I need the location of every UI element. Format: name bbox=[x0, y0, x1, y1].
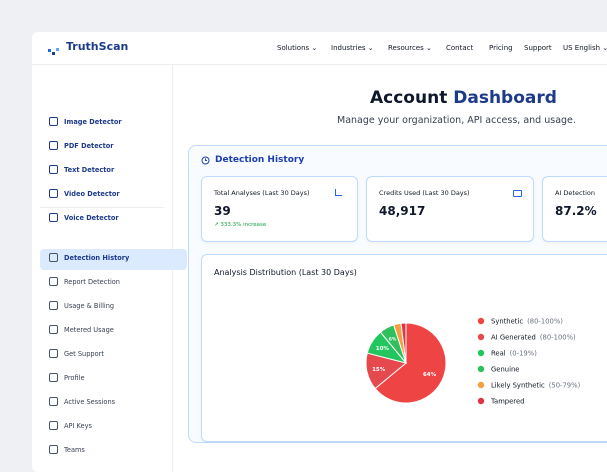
chart-title: Analysis Distribution (Last 30 Days) bbox=[214, 268, 357, 277]
slice-label: 15% bbox=[372, 367, 386, 373]
top-nav: TruthScan Solutions ⌄ Industries ⌄ Resourc… bbox=[32, 32, 607, 65]
legend-name: AI Generated bbox=[491, 334, 536, 342]
stat-label: AI Detection bbox=[555, 189, 596, 197]
legend-label: Real (0-19%) bbox=[491, 350, 537, 358]
legend-dot bbox=[477, 397, 485, 405]
sidebar-item[interactable]: Usage & Billing bbox=[64, 302, 115, 310]
legend-name: Synthetic bbox=[491, 318, 523, 326]
sidebar-item[interactable]: Image Detector bbox=[64, 118, 122, 126]
legend-name: Real bbox=[491, 350, 506, 358]
menu-icon bbox=[49, 373, 58, 382]
sidebar-item[interactable]: Active Sessions bbox=[64, 398, 116, 406]
sidebar-item[interactable]: Report Detection bbox=[64, 278, 120, 286]
menu-icon bbox=[49, 301, 58, 310]
legend-dot bbox=[477, 381, 485, 389]
sidebar-item[interactable]: Detection History bbox=[64, 254, 130, 262]
chart-icon bbox=[335, 189, 342, 196]
tool-icon bbox=[49, 141, 58, 150]
title-part: Account bbox=[370, 88, 448, 108]
logo[interactable]: TruthScan bbox=[66, 40, 129, 53]
sidebar-item[interactable]: Profile bbox=[64, 374, 85, 382]
legend-dot bbox=[477, 333, 485, 341]
subtitle: Manage your organization, API access, an… bbox=[337, 115, 576, 126]
legend-range: (80-100%) bbox=[540, 334, 576, 342]
legend-dot bbox=[477, 365, 485, 373]
stat-card: AI Detection 87.2% bbox=[542, 176, 607, 242]
menu-icon bbox=[49, 445, 58, 454]
app-window: TruthScan Solutions ⌄ Industries ⌄ Resourc… bbox=[32, 32, 607, 472]
sidebar: Image Detector PDF Detector Text Detector V… bbox=[32, 65, 187, 472]
legend-dot bbox=[477, 317, 485, 325]
legend-label: Likely Synthetic (50-79%) bbox=[491, 382, 581, 390]
menu-icon bbox=[49, 325, 58, 334]
distribution-card: Analysis Distribution (Last 30 Days) 64%… bbox=[201, 254, 607, 442]
nav-link[interactable]: Industries ⌄ bbox=[331, 44, 374, 52]
slice-label: 10% bbox=[376, 346, 390, 352]
menu-icon bbox=[49, 397, 58, 406]
sidebar-item[interactable]: API Keys bbox=[64, 422, 92, 430]
logo-icon bbox=[48, 41, 59, 55]
history-icon bbox=[201, 156, 210, 165]
nav-link[interactable]: US English ⌄ bbox=[563, 44, 607, 52]
legend-label: AI Generated (80-100%) bbox=[491, 334, 576, 342]
pie-slice bbox=[400, 322, 407, 364]
stat-label: Credits Used (Last 30 Days) bbox=[379, 189, 470, 197]
pie-slice bbox=[374, 322, 447, 404]
stat-value: 39 bbox=[214, 204, 231, 218]
legend-label: Genuine bbox=[491, 366, 519, 374]
nav-link[interactable]: Support bbox=[524, 44, 552, 52]
menu-icon bbox=[49, 253, 58, 262]
stat-value: 48,917 bbox=[379, 204, 426, 218]
tool-icon bbox=[49, 165, 58, 174]
active-item-bg bbox=[40, 249, 187, 270]
sidebar-item[interactable]: Teams bbox=[64, 446, 85, 454]
nav-link[interactable]: Resources ⌄ bbox=[388, 44, 432, 52]
tool-icon bbox=[49, 117, 58, 126]
slice-label: 64% bbox=[423, 372, 437, 378]
sidebar-item[interactable]: Text Detector bbox=[64, 166, 115, 174]
menu-icon bbox=[49, 349, 58, 358]
legend-name: Tampered bbox=[490, 398, 524, 406]
sidebar-item[interactable]: Voice Detector bbox=[64, 214, 119, 222]
title-part: Dashboard bbox=[453, 88, 557, 108]
stat-card: Total Analyses (Last 30 Days) 39 ↗ 333.3… bbox=[201, 176, 358, 242]
sidebar-item[interactable]: Metered Usage bbox=[64, 326, 114, 334]
nav-link[interactable]: Contact bbox=[446, 44, 474, 52]
sidebar-item[interactable]: PDF Detector bbox=[64, 142, 114, 150]
legend-name: Genuine bbox=[491, 366, 519, 374]
stat-value: 87.2% bbox=[555, 204, 597, 218]
page-title: Account Dashboard bbox=[370, 88, 557, 108]
sidebar-item[interactable]: Get Support bbox=[64, 350, 104, 358]
legend-dot bbox=[477, 349, 485, 357]
legend-label: Tampered bbox=[490, 398, 524, 406]
stat-note: ↗ 333.3% increase bbox=[214, 222, 267, 228]
legend-name: Likely Synthetic bbox=[491, 382, 545, 390]
nav-link[interactable]: Pricing bbox=[489, 44, 513, 52]
history-panel: Detection History Total Analyses (Last 3… bbox=[188, 145, 607, 443]
tool-icon bbox=[49, 213, 58, 222]
sidebar-item[interactable]: Video Detector bbox=[64, 190, 120, 198]
menu-icon bbox=[49, 277, 58, 286]
stat-label: Total Analyses (Last 30 Days) bbox=[214, 189, 310, 197]
menu-icon bbox=[49, 421, 58, 430]
legend-range: (50-79%) bbox=[549, 382, 581, 390]
slice-label: 6% bbox=[389, 336, 397, 342]
legend-range: (0-19%) bbox=[510, 350, 538, 358]
card-icon bbox=[513, 190, 522, 197]
divider bbox=[40, 207, 164, 208]
pie-chart: 64% Synthetic (80-100%) 15% AI Generated (80-… bbox=[365, 317, 581, 406]
tool-icon bbox=[49, 189, 58, 198]
legend-range: (80-100%) bbox=[527, 318, 563, 326]
nav-link[interactable]: Solutions ⌄ bbox=[277, 44, 318, 52]
stat-card: Credits Used (Last 30 Days) 48,917 bbox=[366, 176, 534, 242]
panel-title: Detection History bbox=[215, 155, 305, 165]
legend-label: Synthetic (80-100%) bbox=[491, 318, 563, 326]
